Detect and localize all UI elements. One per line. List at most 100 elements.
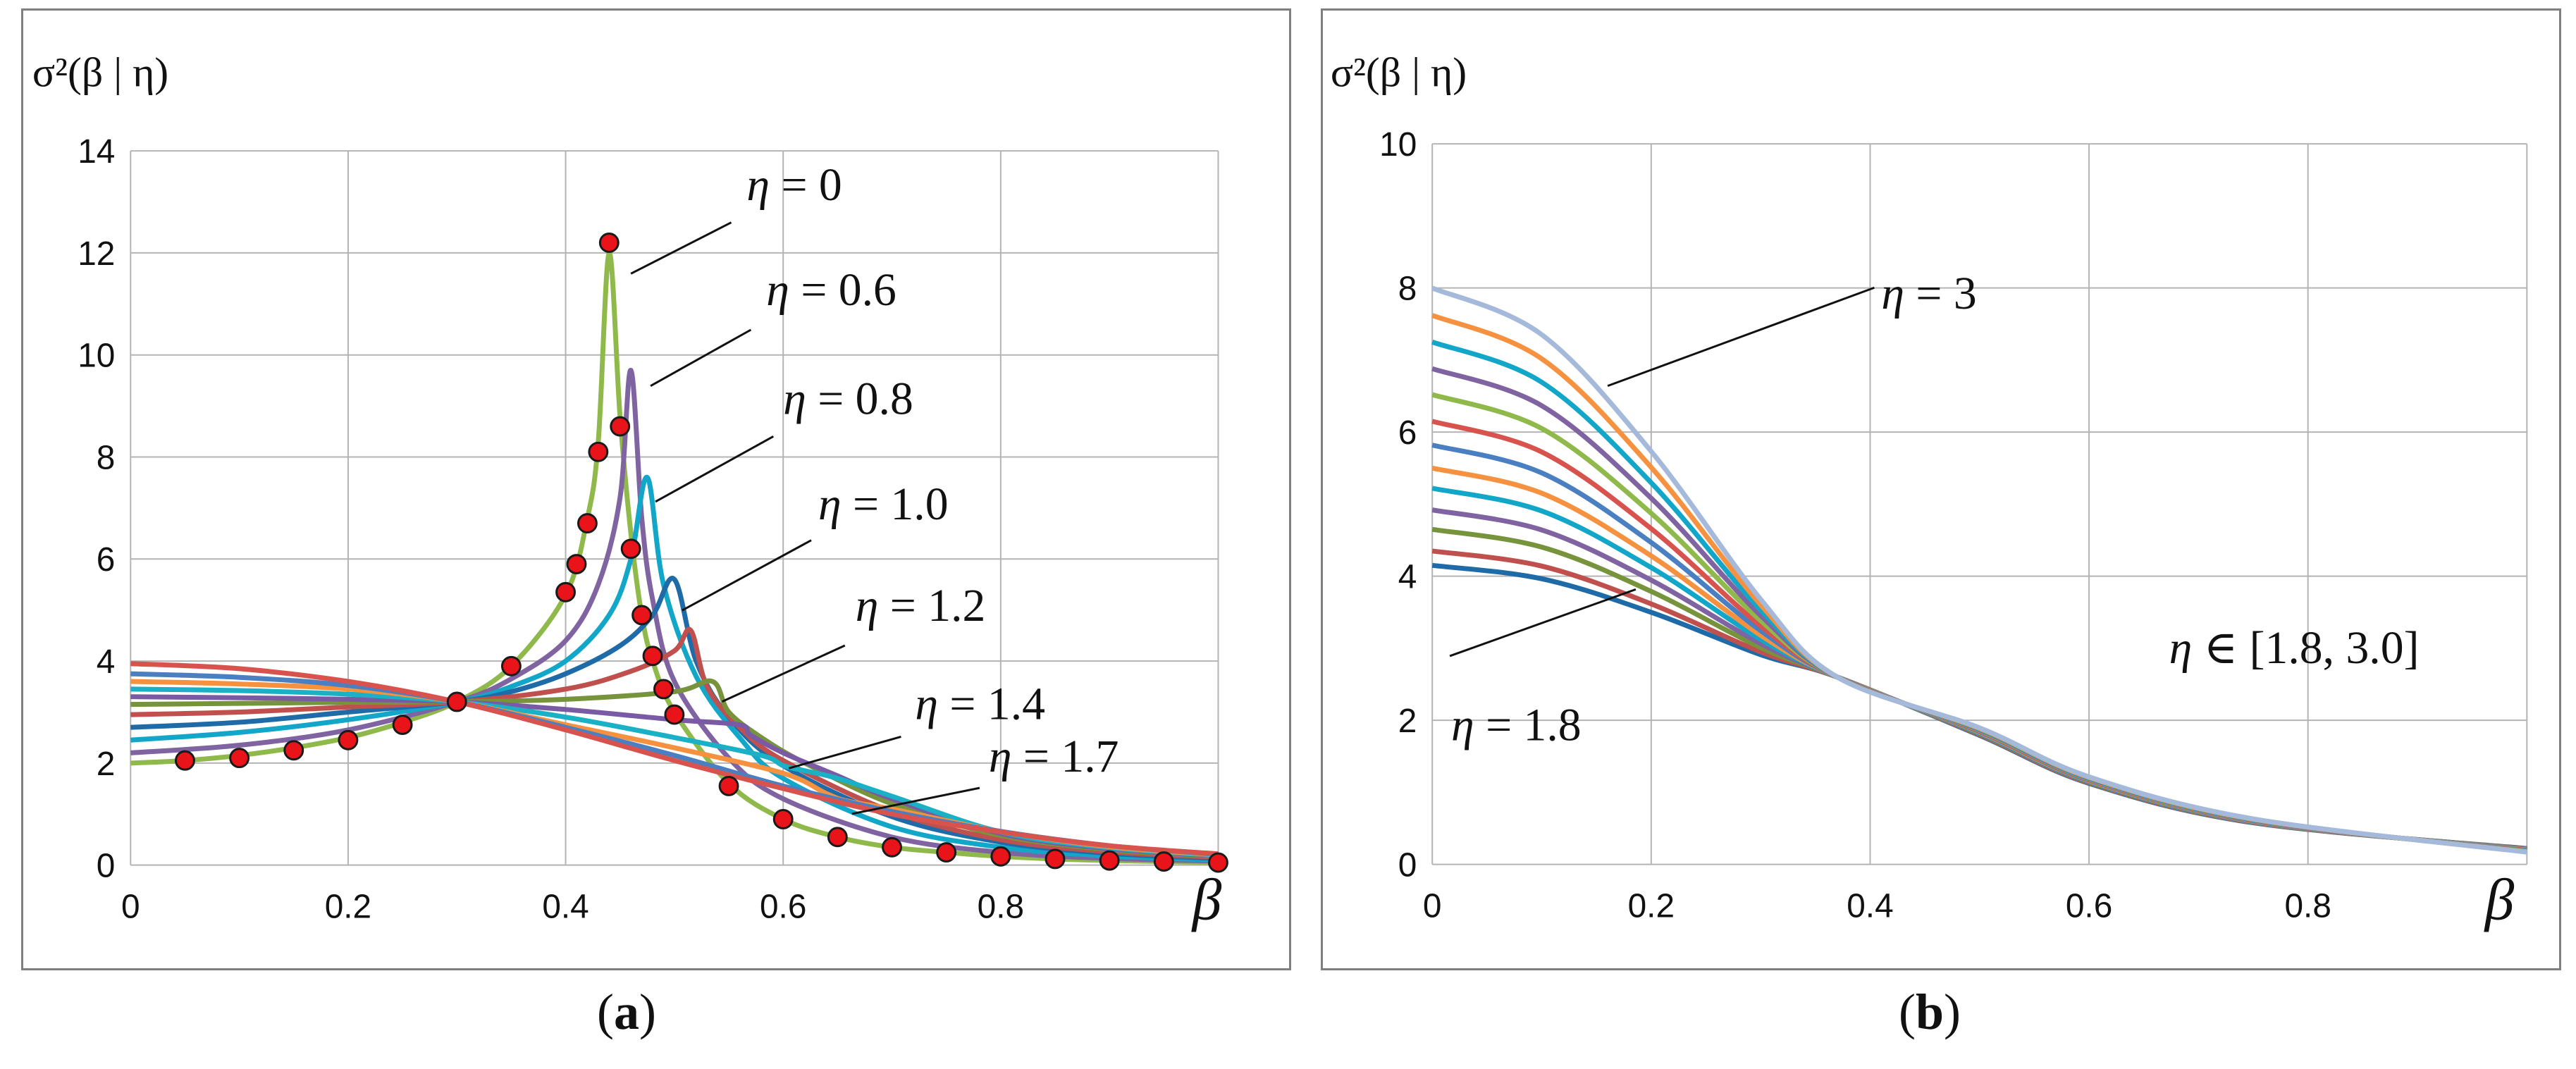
annotation-eta: η xyxy=(2169,622,2193,674)
data-marker xyxy=(229,748,250,769)
data-marker xyxy=(620,538,641,560)
annotation-a-4: η = 1.2 xyxy=(856,580,986,631)
callout-leader xyxy=(788,736,901,770)
data-marker xyxy=(882,836,902,858)
series-line-eta-0.6 xyxy=(130,367,1219,864)
y-tick-label: 8 xyxy=(97,439,116,476)
y-tick-label: 14 xyxy=(78,133,115,171)
data-marker xyxy=(1099,850,1120,871)
y-tick-label: 2 xyxy=(1398,703,1417,740)
chart-b-ylabel: σ²(β | η) xyxy=(1331,49,1467,96)
chart-a-xlabel: β xyxy=(1191,867,1222,932)
callout-leader xyxy=(851,786,980,815)
annotation-a-2: η = 0.8 xyxy=(783,373,913,424)
annotation-value: = 1.0 xyxy=(842,478,949,530)
callout-leader xyxy=(630,221,732,275)
x-tick-label: 0.6 xyxy=(760,888,806,925)
series-line-eta-1.2 xyxy=(130,626,1219,860)
caption-a-letter: a xyxy=(613,984,639,1040)
y-tick-label: 4 xyxy=(1398,559,1417,596)
data-marker xyxy=(1044,848,1066,870)
data-marker xyxy=(446,691,467,712)
y-tick-label: 0 xyxy=(97,848,116,885)
data-marker xyxy=(577,513,598,534)
series-line-eta-1 xyxy=(130,576,1219,861)
caption-b: (b) xyxy=(1899,983,1961,1042)
annotation-value: = 3 xyxy=(1904,268,1977,319)
data-marker xyxy=(772,809,794,829)
annotation-value: = 1.4 xyxy=(938,679,1045,730)
annotation-b-0: η = 3 xyxy=(1881,268,1976,319)
data-marker xyxy=(598,232,620,253)
data-marker xyxy=(1153,851,1174,872)
x-tick-label: 0.6 xyxy=(2066,887,2112,925)
annotation-eta: η xyxy=(1451,699,1474,750)
callout-leader xyxy=(650,328,752,387)
annotation-a-6: η = 1.7 xyxy=(989,731,1119,782)
annotation-value: = 1.7 xyxy=(1012,731,1119,782)
chart-a-ylabel: σ²(β | η) xyxy=(32,49,168,96)
annotation-a-1: η = 0.6 xyxy=(766,264,896,316)
callout-leader xyxy=(1449,588,1637,657)
data-marker xyxy=(990,846,1011,867)
series-line-b-9 xyxy=(1431,366,2527,854)
series-line-eta-0.8 xyxy=(130,474,1219,863)
annotation-value: = 0.6 xyxy=(789,264,896,316)
caption-b-letter: b xyxy=(1915,984,1945,1040)
annotation-eta: η xyxy=(818,478,842,530)
annotation-eta: η xyxy=(746,159,770,211)
series-line-b-12 xyxy=(1431,285,2527,855)
x-tick-label: 0.8 xyxy=(2284,887,2331,925)
caption-b-open: ( xyxy=(1899,984,1916,1040)
x-tick-label: 0.4 xyxy=(1847,887,1893,925)
y-tick-label: 0 xyxy=(1398,847,1417,884)
data-marker xyxy=(392,715,413,735)
y-tick-label: 4 xyxy=(97,643,116,681)
data-marker xyxy=(283,740,304,761)
y-tick-label: 6 xyxy=(1398,414,1417,452)
series-line-b-10 xyxy=(1431,340,2527,854)
x-tick-label: 0.4 xyxy=(542,888,588,925)
y-tick-label: 12 xyxy=(78,235,115,273)
caption-a: (a) xyxy=(597,983,656,1042)
callout-leader xyxy=(721,644,846,703)
callout-leader xyxy=(655,435,774,503)
series-line-eta-2 xyxy=(130,661,1219,857)
annotation-eta: η xyxy=(856,580,879,631)
x-tick-label: 0.2 xyxy=(325,888,371,925)
callout-leader xyxy=(1607,286,1875,388)
caption-b-close: ) xyxy=(1944,984,1961,1040)
x-tick-label: 0.2 xyxy=(1628,887,1675,925)
chart-b-xlabel: β xyxy=(2484,867,2515,932)
data-marker xyxy=(642,645,663,667)
annotation-eta: η xyxy=(1881,268,1904,319)
data-marker xyxy=(936,842,957,863)
annotation-a-0: η = 0 xyxy=(746,159,842,211)
series-line-b-0 xyxy=(1431,562,2527,851)
data-marker xyxy=(175,750,195,771)
data-marker xyxy=(338,729,359,750)
data-marker xyxy=(653,679,674,700)
annotation-value: = 0.8 xyxy=(806,373,913,424)
data-marker xyxy=(827,827,848,848)
series-line-b-3 xyxy=(1431,507,2527,852)
annotation-value: ∈ [1.8, 3.0] xyxy=(2192,622,2419,674)
y-tick-label: 6 xyxy=(97,541,116,579)
data-marker xyxy=(500,655,522,676)
data-marker xyxy=(1208,852,1228,873)
y-tick-label: 10 xyxy=(78,338,115,375)
series-line-b-2 xyxy=(1431,526,2527,852)
data-marker xyxy=(610,416,631,437)
annotation-eta: η xyxy=(915,679,938,730)
caption-a-open: ( xyxy=(597,984,614,1040)
data-marker xyxy=(555,581,577,603)
data-marker xyxy=(718,775,739,796)
x-tick-label: 0.8 xyxy=(978,888,1024,925)
callout-leader xyxy=(682,539,812,612)
annotation-b-1: η = 1.8 xyxy=(1451,699,1582,750)
y-tick-label: 10 xyxy=(1379,126,1417,163)
